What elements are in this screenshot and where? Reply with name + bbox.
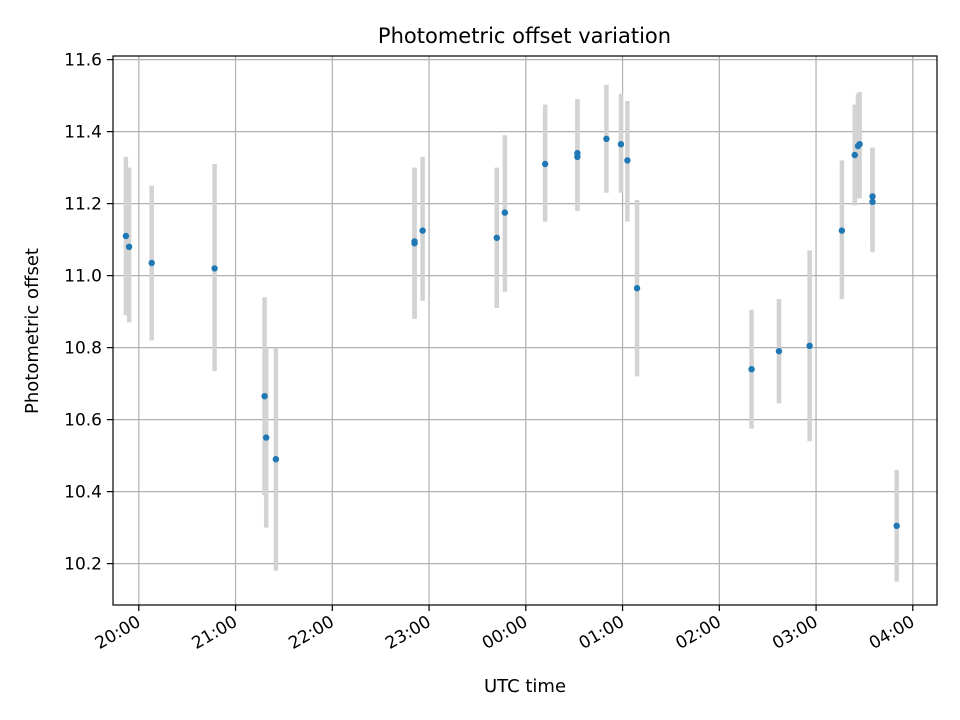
error-bars <box>123 84 899 582</box>
data-point <box>262 434 270 441</box>
data-point <box>148 259 155 267</box>
y-tick-label: 11.2 <box>64 195 102 215</box>
data-point <box>122 232 130 240</box>
data-point <box>851 151 858 159</box>
x-tick-label: 22:00 <box>285 612 337 654</box>
x-axis-label: UTC time <box>484 676 566 697</box>
x-tick-label: 21:00 <box>189 612 241 654</box>
x-tick-label: 02:00 <box>672 612 724 654</box>
x-tick-label: 04:00 <box>866 612 918 654</box>
y-tick-label: 11.4 <box>64 123 102 143</box>
y-tick-label: 11.0 <box>64 267 102 287</box>
y-tick-label: 10.4 <box>64 483 102 503</box>
x-tick-label: 01:00 <box>576 612 628 654</box>
x-tick-label: 20:00 <box>92 612 144 654</box>
data-point <box>617 141 625 148</box>
data-point <box>541 160 549 168</box>
data-point <box>574 150 581 157</box>
data-point <box>211 265 218 272</box>
data-point <box>493 234 500 241</box>
y-tick-label: 10.6 <box>64 411 102 431</box>
data-points <box>122 135 900 529</box>
x-tick-label: 00:00 <box>479 612 531 654</box>
data-point <box>419 227 426 234</box>
x-axis-ticks: 20:00 21:00 22:00 23:00 00:00 01:00 02:00 03:00… <box>92 605 918 654</box>
y-tick-label: 11.6 <box>64 51 102 71</box>
data-point <box>806 342 813 349</box>
y-tick-label: 10.2 <box>64 555 102 575</box>
data-point <box>856 141 863 148</box>
data-point <box>603 135 610 142</box>
x-tick-label: 03:00 <box>769 612 821 654</box>
plot-frame <box>112 55 938 606</box>
data-point <box>272 456 280 463</box>
data-point <box>125 243 133 250</box>
grid-lines <box>113 56 937 605</box>
data-point <box>748 366 755 373</box>
chart-title: Photometric offset variation <box>378 24 671 48</box>
data-point <box>775 348 783 355</box>
data-point <box>501 209 509 216</box>
y-axis-ticks: 10.2 10.4 10.6 10.8 11.0 11.2 11.4 11.6 <box>64 51 113 575</box>
data-point <box>869 198 876 205</box>
data-point <box>633 285 641 292</box>
data-point <box>869 193 876 200</box>
data-point <box>838 227 846 234</box>
data-point <box>261 393 268 400</box>
data-point <box>624 157 631 164</box>
data-point <box>411 238 418 245</box>
y-tick-label: 10.8 <box>64 339 102 359</box>
data-point <box>893 522 900 529</box>
y-axis-label: Photometric offset <box>22 248 43 414</box>
x-tick-label: 23:00 <box>382 612 434 654</box>
